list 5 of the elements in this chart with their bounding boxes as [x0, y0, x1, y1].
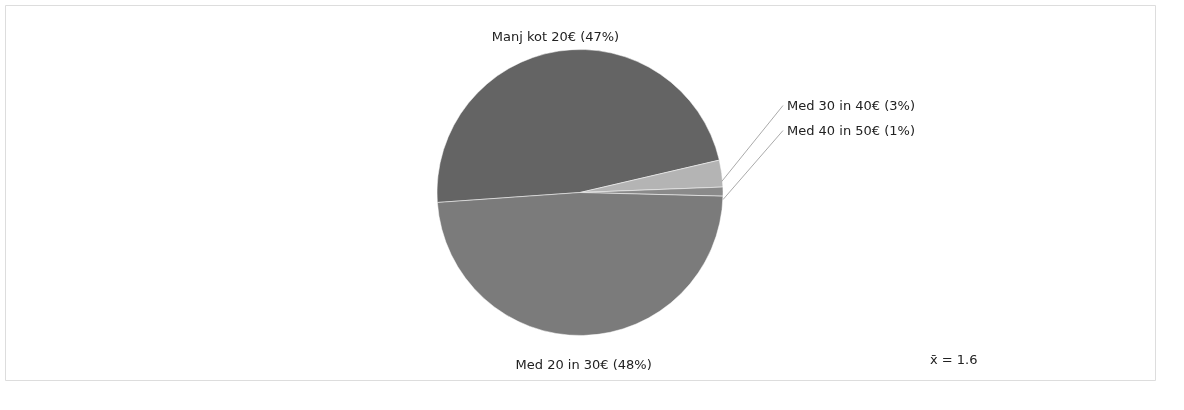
slice-label: Med 30 in 40€ (3%) [787, 97, 915, 113]
slice-label: Med 40 in 50€ (1%) [787, 122, 915, 138]
slice-label: Med 20 in 30€ (48%) [515, 357, 652, 373]
text: x̄ = 1.6 [930, 352, 978, 367]
slice-label: Manj kot 20€ (47%) [491, 29, 620, 45]
